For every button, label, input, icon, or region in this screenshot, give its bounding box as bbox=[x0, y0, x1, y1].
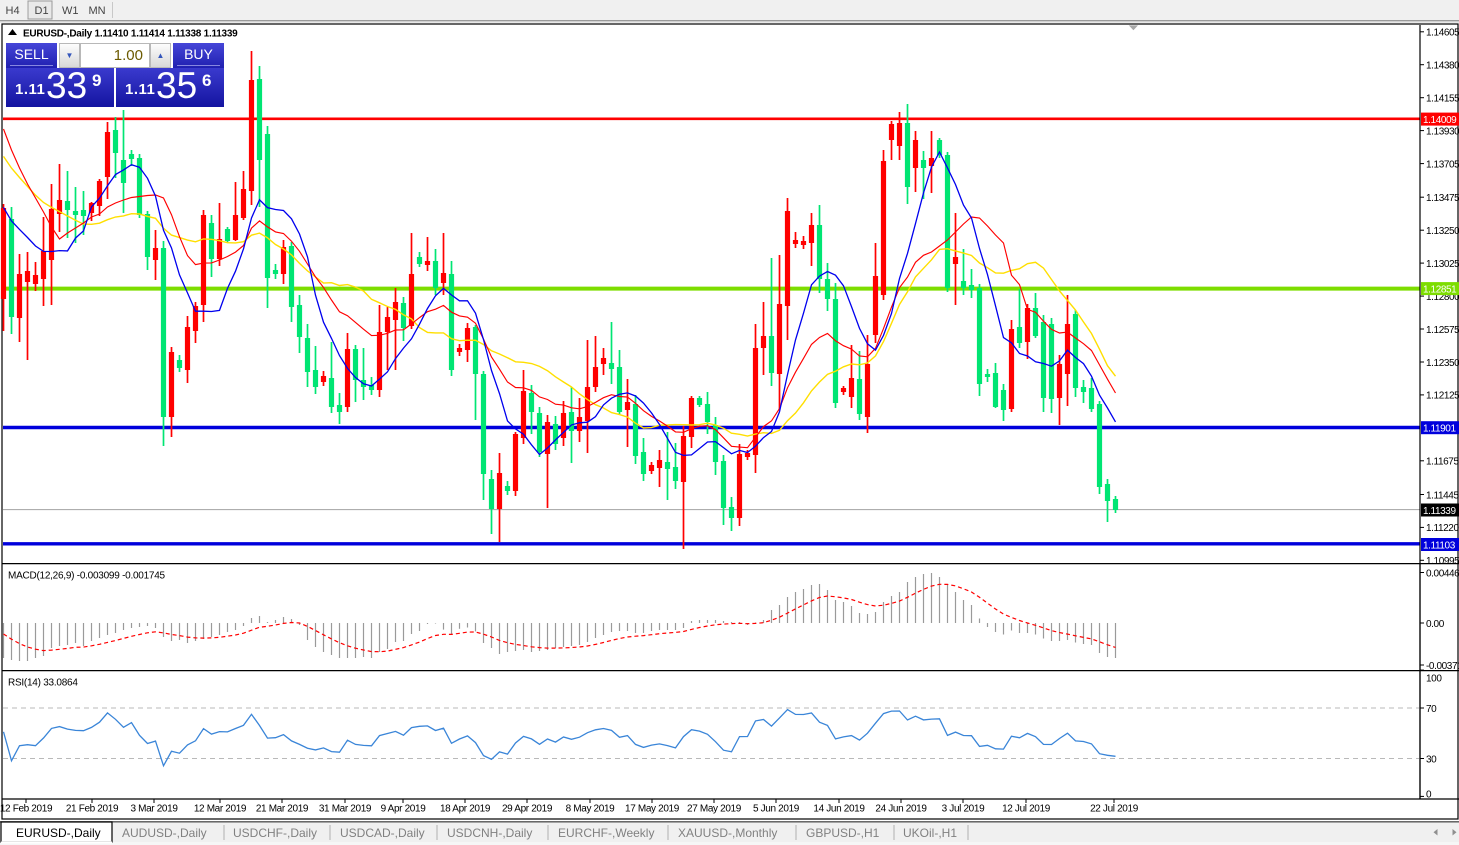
svg-text:EURUSD-,Daily 1.11410 1.11414: EURUSD-,Daily 1.11410 1.11414 1.11338 1.… bbox=[23, 29, 238, 40]
svg-text:EURUSD-,Daily: EURUSD-,Daily bbox=[16, 826, 101, 840]
svg-text:21 Feb 2019: 21 Feb 2019 bbox=[66, 804, 119, 815]
svg-text:12 Mar 2019: 12 Mar 2019 bbox=[194, 804, 247, 815]
svg-text:EURCHF-,Weekly: EURCHF-,Weekly bbox=[558, 826, 654, 840]
svg-text:14 Jun 2019: 14 Jun 2019 bbox=[813, 804, 865, 815]
svg-text:27 May 2019: 27 May 2019 bbox=[687, 804, 742, 815]
svg-text:1.13705: 1.13705 bbox=[1426, 159, 1459, 170]
svg-text:1.11220: 1.11220 bbox=[1426, 523, 1459, 534]
svg-text:USDCHF-,Daily: USDCHF-,Daily bbox=[233, 826, 317, 840]
svg-text:18 Apr 2019: 18 Apr 2019 bbox=[440, 804, 491, 815]
svg-text:W1: W1 bbox=[62, 5, 79, 17]
svg-text:1.12851: 1.12851 bbox=[1423, 285, 1457, 296]
svg-text:XAUUSD-,Monthly: XAUUSD-,Monthly bbox=[678, 826, 777, 840]
svg-text:1.11339: 1.11339 bbox=[1423, 506, 1456, 517]
svg-text:UKOil-,H1: UKOil-,H1 bbox=[903, 826, 957, 840]
svg-text:70: 70 bbox=[1426, 704, 1437, 715]
svg-text:MACD(12,26,9) -0.003099 -0.001: MACD(12,26,9) -0.003099 -0.001745 bbox=[8, 571, 166, 582]
svg-text:USDCNH-,Daily: USDCNH-,Daily bbox=[447, 826, 532, 840]
svg-text:1.13025: 1.13025 bbox=[1426, 259, 1459, 270]
svg-text:9 Apr 2019: 9 Apr 2019 bbox=[381, 804, 427, 815]
svg-text:0.00: 0.00 bbox=[1426, 619, 1445, 630]
svg-text:MN: MN bbox=[89, 5, 106, 17]
svg-text:H4: H4 bbox=[6, 5, 20, 17]
svg-text:GBPUSD-,H1: GBPUSD-,H1 bbox=[806, 826, 880, 840]
svg-text:0: 0 bbox=[1426, 789, 1432, 800]
svg-text:1.13475: 1.13475 bbox=[1426, 193, 1459, 204]
svg-text:USDCAD-,Daily: USDCAD-,Daily bbox=[340, 826, 425, 840]
svg-text:1.10995: 1.10995 bbox=[1426, 556, 1459, 567]
svg-text:21 Mar 2019: 21 Mar 2019 bbox=[256, 804, 309, 815]
svg-text:1.12350: 1.12350 bbox=[1426, 358, 1459, 369]
svg-text:AUDUSD-,Daily: AUDUSD-,Daily bbox=[122, 826, 207, 840]
svg-text:1.14380: 1.14380 bbox=[1426, 61, 1459, 72]
svg-text:1.13930: 1.13930 bbox=[1426, 126, 1459, 137]
svg-text:12 Feb 2019: 12 Feb 2019 bbox=[0, 804, 53, 815]
svg-text:1.14605: 1.14605 bbox=[1426, 28, 1459, 39]
svg-text:1.14155: 1.14155 bbox=[1426, 94, 1459, 105]
svg-text:1.11675: 1.11675 bbox=[1426, 457, 1459, 468]
svg-text:1.14009: 1.14009 bbox=[1423, 115, 1457, 126]
svg-text:1.11445: 1.11445 bbox=[1426, 490, 1459, 501]
svg-text:-0.003715: -0.003715 bbox=[1426, 661, 1459, 672]
svg-text:3 Jul 2019: 3 Jul 2019 bbox=[942, 804, 985, 815]
svg-text:D1: D1 bbox=[35, 5, 49, 17]
svg-text:0.004465: 0.004465 bbox=[1426, 568, 1459, 579]
svg-text:100: 100 bbox=[1426, 673, 1442, 684]
svg-text:1.11103: 1.11103 bbox=[1423, 541, 1456, 552]
svg-text:1.12125: 1.12125 bbox=[1426, 391, 1459, 402]
svg-text:5 Jun 2019: 5 Jun 2019 bbox=[753, 804, 800, 815]
svg-text:29 Apr 2019: 29 Apr 2019 bbox=[502, 804, 553, 815]
svg-text:24 Jun 2019: 24 Jun 2019 bbox=[875, 804, 927, 815]
svg-text:1.11901: 1.11901 bbox=[1423, 424, 1456, 435]
svg-text:3 Mar 2019: 3 Mar 2019 bbox=[130, 804, 178, 815]
svg-text:1.12800: 1.12800 bbox=[1426, 292, 1459, 303]
svg-text:8 May 2019: 8 May 2019 bbox=[566, 804, 616, 815]
svg-text:1.12575: 1.12575 bbox=[1426, 325, 1459, 336]
svg-text:31 Mar 2019: 31 Mar 2019 bbox=[319, 804, 372, 815]
svg-text:1.13250: 1.13250 bbox=[1426, 226, 1459, 237]
svg-text:RSI(14) 33.0864: RSI(14) 33.0864 bbox=[8, 678, 78, 689]
svg-text:22 Jul 2019: 22 Jul 2019 bbox=[1090, 804, 1139, 815]
svg-text:17 May 2019: 17 May 2019 bbox=[625, 804, 680, 815]
svg-text:12 Jul 2019: 12 Jul 2019 bbox=[1002, 804, 1051, 815]
svg-text:30: 30 bbox=[1426, 754, 1437, 765]
